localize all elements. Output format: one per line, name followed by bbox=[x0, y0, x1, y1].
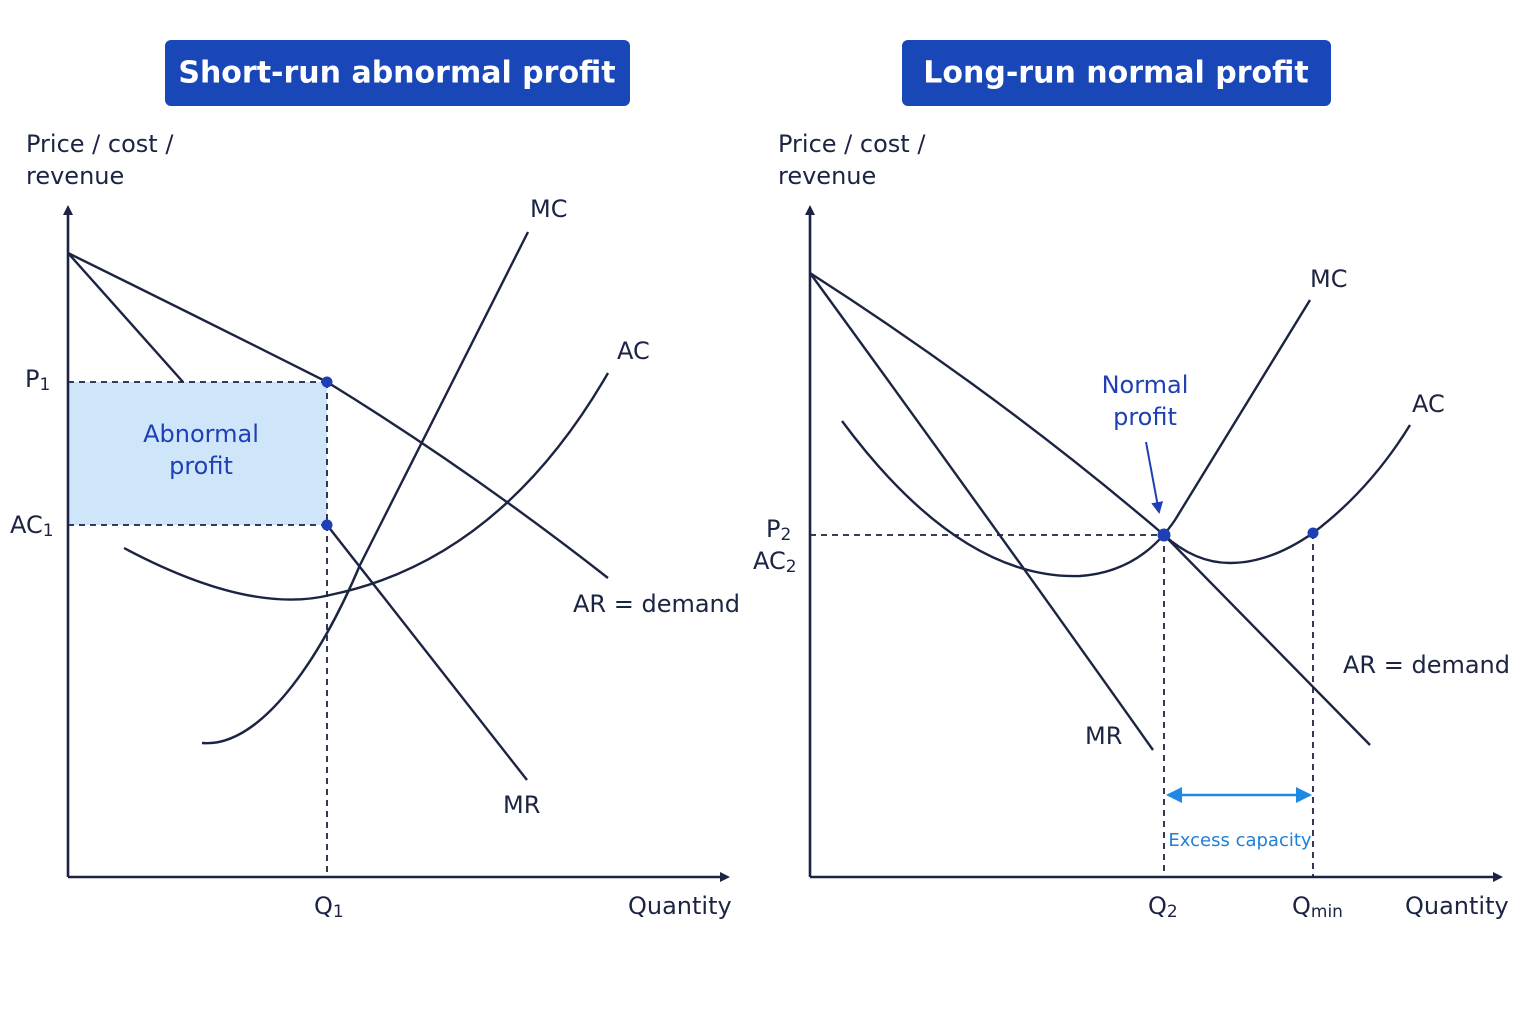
curve-label: MC bbox=[530, 195, 567, 223]
label-sub: 2 bbox=[1167, 902, 1178, 922]
annotation-arrow bbox=[1145, 441, 1164, 514]
qmin-label: Qmin bbox=[1292, 892, 1343, 922]
label-sub: min bbox=[1311, 902, 1343, 922]
cost-label: AC1 bbox=[10, 511, 54, 541]
label-main: AC bbox=[753, 547, 786, 575]
title-box bbox=[165, 40, 630, 106]
curve-label: AR = demand bbox=[1343, 651, 1510, 679]
mr-curve bbox=[809, 272, 1154, 751]
label-sub: 2 bbox=[780, 525, 791, 545]
label-main: P bbox=[25, 365, 39, 393]
curve-label: MR bbox=[1085, 722, 1122, 750]
annotation: Normal bbox=[1102, 371, 1189, 399]
curve-label: AC bbox=[617, 337, 650, 365]
curve-label: MR bbox=[503, 791, 540, 819]
mc-curve bbox=[841, 299, 1312, 578]
x-axis-label: Quantity bbox=[628, 892, 732, 920]
ac-curve bbox=[1163, 424, 1412, 565]
point bbox=[1157, 528, 1171, 542]
title-box bbox=[902, 40, 1331, 106]
curve-label: AR = demand bbox=[573, 590, 740, 618]
long-run-panel: Long-run normal profit Price / cost / re… bbox=[753, 40, 1510, 922]
mr-curve bbox=[67, 252, 184, 383]
mr-curve bbox=[326, 524, 528, 781]
point bbox=[321, 519, 333, 531]
label-sub: 1 bbox=[43, 521, 54, 541]
label-main: P bbox=[766, 515, 780, 543]
label-main: Q bbox=[314, 892, 333, 920]
label-sub: 2 bbox=[786, 557, 797, 577]
label-sub: 1 bbox=[333, 902, 344, 922]
panel-title: Long-run normal profit bbox=[923, 56, 1308, 91]
y-axis-label: Price / cost / bbox=[778, 130, 926, 158]
y-axis-label: Price / cost / bbox=[26, 130, 174, 158]
price-label: P1 bbox=[25, 365, 50, 395]
mc-curve bbox=[201, 231, 530, 745]
short-run-panel: Short-run abnormal profit Price / cost /… bbox=[10, 40, 740, 922]
quantity-label: Q1 bbox=[314, 892, 344, 922]
point bbox=[321, 376, 333, 388]
label-main: Q bbox=[1148, 892, 1167, 920]
ar-curve bbox=[809, 271, 1371, 746]
quantity-label: Q2 bbox=[1148, 892, 1178, 922]
annotation: profit bbox=[1113, 403, 1177, 431]
curve-label: AC bbox=[1412, 390, 1445, 418]
area-label: profit bbox=[169, 452, 233, 480]
cost-label: AC2 bbox=[753, 547, 797, 577]
price-label: P2 bbox=[766, 515, 791, 545]
label-main: Q bbox=[1292, 892, 1311, 920]
panel-title: Short-run abnormal profit bbox=[178, 56, 615, 91]
point bbox=[1307, 527, 1319, 539]
label-sub: 1 bbox=[39, 375, 50, 395]
x-axis-label: Quantity bbox=[1405, 892, 1509, 920]
curve-label: MC bbox=[1310, 265, 1347, 293]
y-axis-label: revenue bbox=[26, 162, 124, 190]
y-axis-label: revenue bbox=[778, 162, 876, 190]
area-label: Abnormal bbox=[143, 420, 259, 448]
label-main: AC bbox=[10, 511, 43, 539]
excess-capacity-label: Excess capacity bbox=[1168, 830, 1311, 851]
ac-curve bbox=[123, 372, 610, 601]
profit-area bbox=[68, 382, 327, 525]
